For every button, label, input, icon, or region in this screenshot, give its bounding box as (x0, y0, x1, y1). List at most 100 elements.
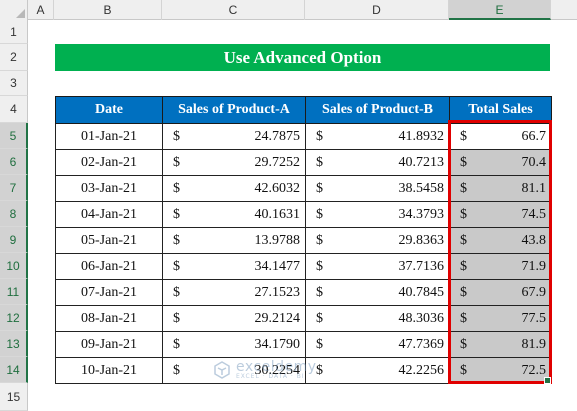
cell-total-sales[interactable]: $67.9 (449, 279, 552, 306)
column-header-d[interactable]: D (305, 0, 449, 20)
cell-sales-b[interactable]: $42.2256 (305, 357, 450, 384)
header-total[interactable]: Total Sales (449, 96, 552, 124)
cell-value: 47.7369 (398, 336, 445, 352)
cell-value: 72.5 (521, 362, 547, 378)
cell-sales-b[interactable]: $47.7369 (305, 331, 450, 358)
row-header-4[interactable]: 4 (0, 96, 28, 123)
cell-date[interactable]: 01-Jan-21 (55, 123, 163, 150)
row-header-5[interactable]: 5 (0, 123, 28, 149)
column-header-a[interactable]: A (28, 0, 54, 20)
cell-sales-a[interactable]: $42.6032 (162, 175, 306, 202)
cell-date[interactable]: 03-Jan-21 (55, 175, 163, 202)
row-header-12[interactable]: 12 (0, 305, 28, 331)
cell-sales-b[interactable]: $29.8363 (305, 227, 450, 254)
cell-date[interactable]: 05-Jan-21 (55, 227, 163, 254)
cell-total-sales[interactable]: $43.8 (449, 227, 552, 254)
cell-value: 38.5458 (398, 180, 445, 196)
cell-date[interactable]: 09-Jan-21 (55, 331, 163, 358)
cell-sales-a[interactable]: $34.1477 (162, 253, 306, 280)
currency-symbol: $ (460, 206, 467, 222)
row-header-1[interactable]: 1 (0, 20, 28, 44)
cell-sales-a[interactable]: $24.7875 (162, 123, 306, 150)
currency-symbol: $ (316, 362, 323, 378)
cell-sales-b[interactable]: $40.7213 (305, 149, 450, 176)
watermark: exceldemy EXCEL · DATA · BI (213, 360, 317, 380)
cell-sales-a[interactable]: $13.9788 (162, 227, 306, 254)
currency-symbol: $ (173, 232, 180, 248)
table-row: 07-Jan-21 $27.1523 $40.7845 $67.9 (55, 279, 552, 306)
currency-symbol: $ (460, 310, 467, 326)
currency-symbol: $ (173, 310, 180, 326)
table-header-row: Date Sales of Product-A Sales of Product… (55, 96, 552, 124)
currency-symbol: $ (316, 232, 323, 248)
cell-sales-b[interactable]: $38.5458 (305, 175, 450, 202)
header-sales-a[interactable]: Sales of Product-A (162, 96, 306, 124)
cell-value: 77.5 (521, 310, 547, 326)
cell-value: 34.1790 (254, 336, 301, 352)
currency-symbol: $ (173, 128, 180, 144)
currency-symbol: $ (460, 154, 467, 170)
row-header-6[interactable]: 6 (0, 149, 28, 175)
cell-date[interactable]: 08-Jan-21 (55, 305, 163, 332)
currency-symbol: $ (460, 232, 467, 248)
cell-sales-a[interactable]: $34.1790 (162, 331, 306, 358)
row-header-13[interactable]: 13 (0, 331, 28, 357)
cell-value: 40.1631 (254, 206, 301, 222)
row-header-2[interactable]: 2 (0, 44, 28, 71)
row-header-10[interactable]: 10 (0, 253, 28, 279)
row-header-7[interactable]: 7 (0, 175, 28, 201)
cell-date[interactable]: 10-Jan-21 (55, 357, 163, 384)
cell-value: 74.5 (521, 206, 547, 222)
column-header-c[interactable]: C (162, 0, 305, 20)
currency-symbol: $ (316, 206, 323, 222)
cell-value: 48.3036 (398, 310, 445, 326)
row-header-8[interactable]: 8 (0, 201, 28, 227)
cell-value: 81.1 (521, 180, 547, 196)
cell-sales-b[interactable]: $37.7136 (305, 253, 450, 280)
row-header-9[interactable]: 9 (0, 227, 28, 253)
cell-sales-a[interactable]: $29.7252 (162, 149, 306, 176)
cell-value: 66.7 (521, 128, 547, 144)
header-sales-b[interactable]: Sales of Product-B (305, 96, 450, 124)
currency-symbol: $ (460, 258, 467, 274)
row-header-3[interactable]: 3 (0, 71, 28, 96)
column-header-e[interactable]: E (449, 0, 551, 20)
cell-date[interactable]: 06-Jan-21 (55, 253, 163, 280)
cell-sales-b[interactable]: $34.3793 (305, 201, 450, 228)
column-header-bar: A B C D E (0, 0, 577, 20)
fill-handle[interactable] (544, 377, 551, 384)
cell-total-sales[interactable]: $74.5 (449, 201, 552, 228)
cell-sales-b[interactable]: $41.8932 (305, 123, 450, 150)
cell-date[interactable]: 02-Jan-21 (55, 149, 163, 176)
cell-value: 40.7845 (398, 284, 445, 300)
currency-symbol: $ (173, 154, 180, 170)
currency-symbol: $ (173, 284, 180, 300)
currency-symbol: $ (173, 180, 180, 196)
cell-total-sales[interactable]: $77.5 (449, 305, 552, 332)
header-date[interactable]: Date (55, 96, 163, 124)
row-header-14[interactable]: 14 (0, 357, 28, 383)
cell-sales-b[interactable]: $40.7845 (305, 279, 450, 306)
cell-date[interactable]: 07-Jan-21 (55, 279, 163, 306)
cell-sales-b[interactable]: $48.3036 (305, 305, 450, 332)
cell-sales-a[interactable]: $27.1523 (162, 279, 306, 306)
cell-total-sales[interactable]: $72.5 (449, 357, 552, 384)
column-header-b[interactable]: B (54, 0, 162, 20)
currency-symbol: $ (173, 336, 180, 352)
cell-sales-a[interactable]: $40.1631 (162, 201, 306, 228)
cell-value: 29.7252 (254, 154, 301, 170)
cell-value: 24.7875 (254, 128, 301, 144)
cell-total-sales[interactable]: $71.9 (449, 253, 552, 280)
row-header-11[interactable]: 11 (0, 279, 28, 305)
row-header-15[interactable]: 15 (0, 383, 28, 411)
cell-total-sales[interactable]: $81.9 (449, 331, 552, 358)
page-title[interactable]: Use Advanced Option (55, 44, 550, 71)
currency-symbol: $ (460, 284, 467, 300)
cell-total-sales[interactable]: $66.7 (449, 123, 552, 150)
cell-sales-a[interactable]: $29.2124 (162, 305, 306, 332)
cell-total-sales[interactable]: $81.1 (449, 175, 552, 202)
select-all-corner[interactable] (0, 0, 28, 20)
cell-total-sales[interactable]: $70.4 (449, 149, 552, 176)
cell-date[interactable]: 04-Jan-21 (55, 201, 163, 228)
cell-value: 42.2256 (398, 362, 445, 378)
